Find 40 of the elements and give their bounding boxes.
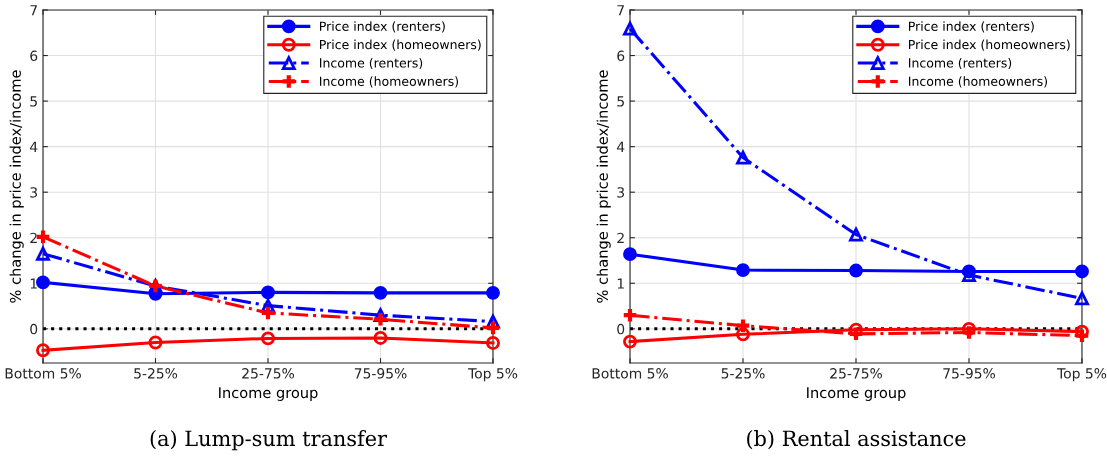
y-tick-label: 0 [617, 323, 625, 335]
x-tick-label: 5-25% [134, 368, 178, 379]
y-tick-label: 4 [616, 141, 625, 152]
y-tick-label: 1 [30, 278, 37, 289]
text: (b) Rental assistance [747, 430, 966, 450]
x-tick-label: 5-25% [721, 368, 765, 379]
y-tick-label: 7 [30, 5, 37, 16]
legend-label: Price index (renters) [320, 21, 445, 33]
legend-label: Price index (homeowners) [909, 39, 1070, 51]
x-tick-label: Bottom 5% [592, 368, 668, 379]
y-tick-label: 2 [30, 232, 37, 244]
y-tick-label: 5 [617, 96, 624, 107]
y-axis-title: % change in price index/income [9, 70, 24, 303]
y-tick-label: 6 [617, 50, 625, 62]
x-axis-title: Income group [219, 387, 318, 401]
y-tick-label: 1 [617, 278, 624, 289]
y-tick-label: 3 [617, 187, 625, 198]
y-tick-label: 7 [617, 5, 624, 16]
legend-label: Price index (homeowners) [320, 39, 481, 51]
y-tick-label: 6 [30, 50, 38, 62]
legend-label: Income (homeowners) [909, 76, 1047, 88]
y-axis-title: % change in price index/income [596, 70, 611, 303]
x-tick-label: Top 5% [1057, 368, 1107, 382]
legend-label: Income (homeowners) [320, 76, 458, 88]
y-tick-label: 2 [617, 232, 624, 244]
y-tick-label: 4 [29, 141, 38, 152]
text: (a) Lump-sum transfer [150, 430, 388, 451]
y-tick-label: 5 [30, 96, 37, 107]
x-tick-label: 25-75% [830, 368, 883, 379]
x-tick-label: 25-75% [242, 368, 295, 379]
legend-label: Income (renters) [909, 57, 1012, 70]
x-tick-label: 75-95% [943, 368, 996, 379]
x-axis-title: Income group [807, 387, 906, 401]
legend-label: Income (renters) [320, 57, 423, 70]
y-tick-label: 0 [30, 323, 38, 335]
x-tick-label: Top 5% [468, 368, 518, 382]
y-tick-label: 3 [30, 187, 38, 198]
x-tick-label: Bottom 5% [5, 368, 81, 379]
legend-label: Price index (renters) [909, 21, 1034, 33]
x-tick-label: 75-95% [354, 368, 407, 379]
